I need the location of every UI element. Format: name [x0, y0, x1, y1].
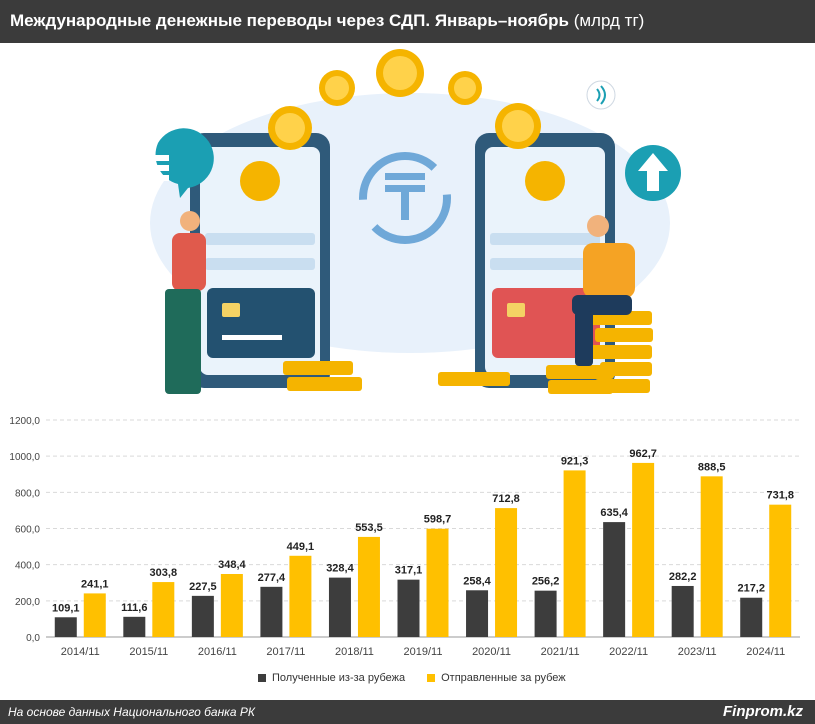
bar-received — [123, 616, 146, 637]
data-label: 258,4 — [463, 575, 491, 587]
legend-item-sent: Отправленные за рубеж — [427, 672, 566, 684]
bar-received — [260, 586, 283, 637]
title-text: Международные денежные переводы через СД… — [10, 11, 569, 30]
bar-received — [54, 617, 77, 637]
data-label: 111,6 — [121, 602, 147, 614]
data-label: 553,5 — [355, 522, 383, 534]
upload-arrow-icon — [625, 145, 681, 201]
bar-received — [740, 597, 763, 637]
data-label: 731,8 — [766, 490, 794, 502]
data-label: 303,8 — [150, 567, 178, 579]
bar-sent — [83, 593, 106, 637]
page-title: Международные денежные переводы через СД… — [10, 11, 644, 31]
legend-item-received: Полученные из-за рубежа — [258, 672, 405, 684]
bar-chart: 0,0 200,0 400,0 600,0 800,0 1000,0 1200,0 109,1… — [9, 416, 800, 658]
data-label: 241,1 — [81, 578, 109, 590]
x-tick-label: 2014/11 — [61, 646, 100, 658]
bar-received — [466, 590, 489, 637]
x-tick-label: 2020/11 — [472, 646, 511, 658]
x-tick-label: 2017/11 — [266, 646, 305, 658]
legend-label-received: Полученные из-за рубежа — [272, 672, 406, 684]
data-label: 635,4 — [600, 507, 628, 519]
y-tick-label: 800,0 — [15, 488, 40, 499]
data-label: 888,5 — [698, 461, 726, 473]
bar-sent — [152, 582, 175, 637]
bar-sent — [220, 573, 243, 637]
bar-received — [328, 577, 351, 637]
bar-received — [191, 595, 214, 637]
bar-sent — [426, 528, 449, 637]
data-label: 282,2 — [669, 571, 697, 583]
data-label: 962,7 — [629, 448, 657, 460]
person-left — [165, 211, 206, 394]
bar-sent — [289, 555, 312, 637]
x-tick-label: 2022/11 — [609, 646, 648, 658]
x-tick-label: 2015/11 — [129, 646, 168, 658]
y-tick-label: 600,0 — [15, 525, 40, 536]
data-label: 598,7 — [424, 514, 452, 526]
coin-icon — [240, 49, 565, 201]
x-tick-label: 2024/11 — [746, 646, 785, 658]
y-tick-label: 1000,0 — [9, 452, 40, 463]
bar-sent — [495, 508, 518, 637]
legend-label-sent: Отправленные за рубеж — [441, 672, 566, 684]
data-label: 227,5 — [189, 581, 217, 593]
y-tick-label: 1200,0 — [9, 416, 40, 427]
y-tick-label: 0,0 — [26, 633, 40, 644]
x-tick-label: 2023/11 — [678, 646, 717, 658]
title-unit: (млрд тг) — [573, 11, 645, 30]
y-tick-label: 400,0 — [15, 561, 40, 572]
data-label: 348,4 — [218, 559, 246, 571]
person-right — [572, 215, 635, 366]
source-note: На основе данных Национального банка РК — [8, 705, 255, 719]
brand-logo: Finprom.kz — [722, 703, 803, 720]
money-transfer-illustration — [147, 49, 681, 394]
data-label: 217,2 — [737, 583, 765, 595]
bar-received — [671, 585, 694, 637]
bar-sent — [700, 476, 723, 637]
bar-received — [397, 579, 420, 637]
data-label: 712,8 — [492, 493, 520, 505]
data-label: 921,3 — [561, 455, 589, 467]
x-tick-label: 2019/11 — [404, 646, 443, 658]
x-tick-label: 2016/11 — [198, 646, 237, 658]
data-label: 328,4 — [326, 563, 354, 575]
data-label: 277,4 — [258, 572, 286, 584]
data-label: 317,1 — [395, 565, 423, 577]
x-tick-label: 2021/11 — [541, 646, 580, 658]
bar-sent — [563, 470, 586, 637]
legend-swatch-sent — [427, 674, 436, 682]
contactless-icon — [586, 80, 616, 110]
x-tick-label: 2018/11 — [335, 646, 374, 658]
legend-swatch-received — [258, 674, 266, 682]
bar-sent — [769, 504, 792, 637]
tenge-exchange-icon — [359, 152, 451, 244]
data-label: 256,2 — [532, 576, 560, 588]
footer-bar: На основе данных Национального банка РК … — [0, 700, 815, 724]
header-bar: Международные денежные переводы через СД… — [0, 0, 815, 43]
bar-sent — [632, 462, 655, 637]
bar-received — [603, 522, 626, 637]
banknotes-bubble — [147, 128, 214, 198]
chart-legend: Полученные из-за рубежа Отправленные за … — [258, 672, 566, 684]
bar-received — [534, 590, 557, 637]
y-tick-label: 200,0 — [15, 597, 40, 608]
bank-card-icon — [207, 288, 315, 358]
data-label: 109,1 — [52, 602, 80, 614]
data-label: 449,1 — [287, 541, 315, 553]
bar-sent — [357, 536, 380, 637]
